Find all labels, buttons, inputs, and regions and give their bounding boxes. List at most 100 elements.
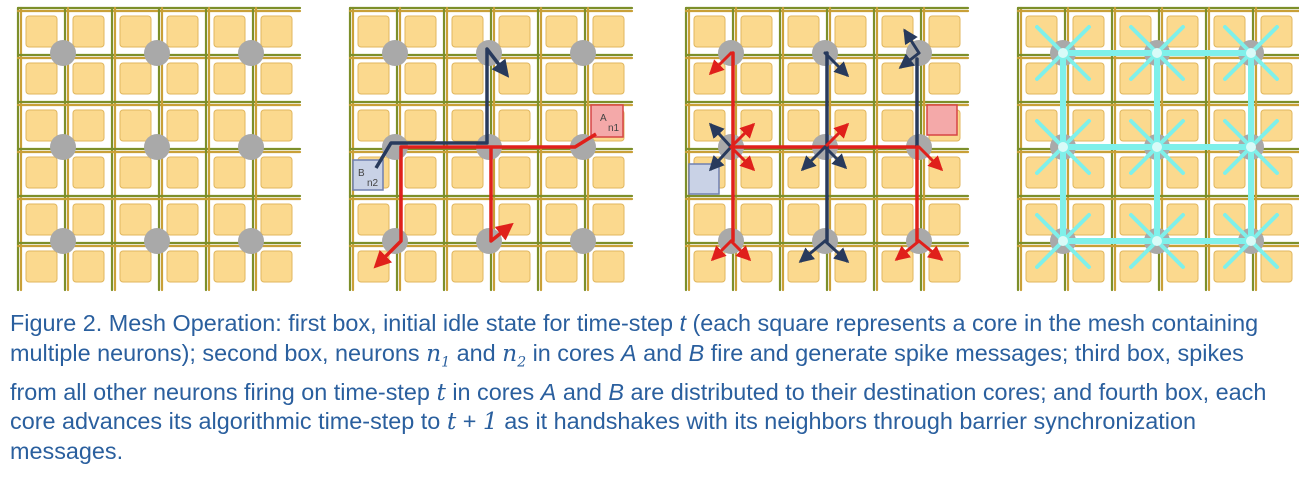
core-square (260, 109, 293, 142)
core-square (592, 62, 625, 95)
core-square (72, 109, 105, 142)
barrier-node-glow (1058, 142, 1068, 152)
spike-arrow (800, 145, 827, 172)
core-b-label: B (358, 168, 365, 179)
core-square (119, 109, 152, 142)
spike-arrow (898, 51, 921, 69)
spike-arrow (708, 122, 733, 149)
core-square (881, 156, 914, 189)
core-square (357, 203, 390, 236)
spike-arrow (729, 122, 756, 149)
core-square (213, 156, 246, 189)
core-square (404, 109, 437, 142)
core-b-highlight (688, 163, 720, 195)
router-node (238, 228, 264, 254)
router-node (50, 134, 76, 160)
spike-arrow (903, 28, 921, 55)
core-square (119, 15, 152, 48)
barrier-node-glow (1246, 236, 1256, 246)
spike-arrow (708, 51, 733, 76)
mesh-panel-spike-distribution (684, 6, 970, 292)
caption-text-10: + (456, 408, 483, 435)
core-square (787, 203, 820, 236)
router-node (144, 40, 170, 66)
core-square (451, 203, 484, 236)
barrier-node-glow (1058, 236, 1068, 246)
mesh-operation-figure: An1 Bn2 (16, 6, 1299, 292)
core-square (881, 15, 914, 48)
core-square (545, 62, 578, 95)
core-square (213, 203, 246, 236)
core-square (881, 250, 914, 283)
core-b-neuron-label: n2 (367, 178, 379, 189)
core-square (166, 15, 199, 48)
core-square (1025, 62, 1058, 95)
caption-text-7: in cores (445, 378, 541, 405)
caption-var-t: t (679, 310, 687, 336)
core-square (119, 62, 152, 95)
core-square (1213, 250, 1246, 283)
router-node (144, 134, 170, 160)
core-square (787, 156, 820, 189)
core-square (881, 203, 914, 236)
spike-arrow (729, 145, 756, 172)
core-square (1166, 203, 1199, 236)
core-square (72, 156, 105, 189)
core-square (119, 203, 152, 236)
core-square (451, 62, 484, 95)
caption-core-a: A (621, 339, 637, 366)
core-square (787, 250, 820, 283)
core-square (25, 203, 58, 236)
core-square (498, 109, 531, 142)
core-square (693, 203, 726, 236)
spike-arrow (710, 239, 733, 262)
core-square (25, 62, 58, 95)
router-node (50, 228, 76, 254)
core-square (1260, 109, 1293, 142)
spike-path-from-a (373, 132, 597, 269)
barrier-node-glow (1152, 142, 1162, 152)
caption-core-b: B (608, 378, 624, 405)
core-square (451, 109, 484, 142)
core-square (213, 250, 246, 283)
core-square (1119, 156, 1152, 189)
router-node (382, 228, 408, 254)
router-node (570, 134, 596, 160)
core-square (928, 15, 961, 48)
core-square (260, 156, 293, 189)
core-square (1213, 62, 1246, 95)
spike-arrow (798, 239, 827, 263)
core-square (357, 62, 390, 95)
caption-text-1: Figure 2. Mesh Operation: first box, ini… (10, 310, 680, 336)
core-square (592, 203, 625, 236)
core-square (787, 62, 820, 95)
core-square (72, 250, 105, 283)
core-square (1166, 15, 1199, 48)
core-square (404, 15, 437, 48)
figure-caption: Figure 2. Mesh Operation: first box, ini… (10, 309, 1295, 466)
core-a-highlight (590, 104, 624, 138)
core-square (1119, 250, 1152, 283)
core-square (166, 250, 199, 283)
spike-arrow (823, 239, 850, 264)
core-square (213, 62, 246, 95)
caption-var-t: t (436, 377, 446, 406)
caption-text-6: fire and generate spike messages; third … (10, 339, 1244, 405)
router-node (238, 40, 264, 66)
core-square (25, 109, 58, 142)
mesh-panel-idle (16, 6, 302, 292)
core-square (592, 15, 625, 48)
core-square (25, 15, 58, 48)
core-square (545, 15, 578, 48)
router-node (570, 40, 596, 66)
spike-arrow (823, 122, 850, 149)
core-square (1025, 250, 1058, 283)
core-square (787, 109, 820, 142)
caption-core-a: A (540, 378, 557, 405)
mesh-panel-spike-messages: An1 Bn2 (348, 6, 634, 292)
core-square (119, 250, 152, 283)
caption-text-8: and (556, 378, 609, 405)
core-square (834, 109, 867, 142)
core-square (1260, 203, 1293, 236)
spike-arrow (823, 145, 848, 170)
